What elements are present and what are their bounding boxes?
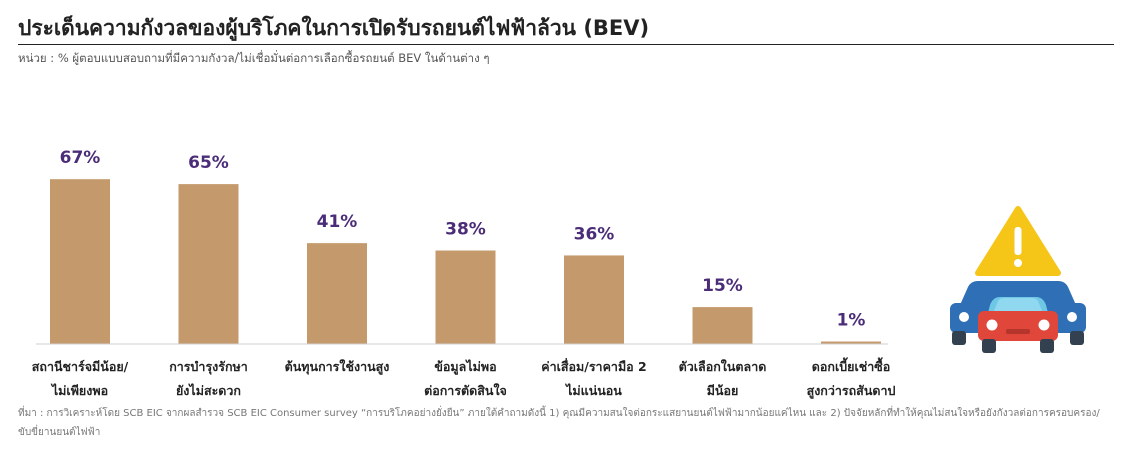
category-label-3: ต้นทุนการใช้งานสูง — [285, 359, 390, 375]
car-front-icon — [978, 297, 1058, 353]
value-label-7: 1% — [837, 311, 866, 331]
chart-subtitle: หน่วย : % ผู้ตอบแบบสอบถามที่มีความกังวล/… — [18, 51, 490, 65]
category-label-7: ดอกเบี้ยเช่าซื้อสูงกว่ารถสันดาป — [807, 357, 896, 399]
bar-7 — [821, 341, 881, 344]
bar-2 — [178, 184, 239, 344]
value-label-6: 15% — [702, 276, 743, 296]
source-note: ที่มา : การวิเคราะห์โดย SCB EIC จากผลสำร… — [18, 408, 1100, 438]
category-label-6: ตัวเลือกในตลาดมีน้อย — [679, 359, 767, 398]
warning-cars-icon — [950, 206, 1086, 353]
category-label-1: สถานีชาร์จมีน้อย/ไม่เพียงพอ — [32, 359, 129, 398]
bar-1 — [50, 179, 110, 344]
category-label-4: ข้อมูลไม่พอต่อการตัดสินใจ — [424, 359, 507, 398]
value-label-3: 41% — [317, 212, 358, 232]
bar-6 — [692, 307, 753, 344]
category-label-5: ค่าเสื่อม/ราคามือ 2 ไม่แน่นอน — [541, 358, 647, 398]
value-label-2: 65% — [188, 153, 229, 173]
bar-chart: 67% 65% 41% 38% 36% 15% 1% สถานีชาร์จมีน้อย/ไม… — [32, 148, 896, 399]
bar-5 — [564, 255, 624, 344]
warning-triangle-icon — [975, 206, 1061, 276]
value-label-4: 38% — [445, 220, 486, 240]
bar-3 — [307, 243, 367, 344]
value-label-5: 36% — [574, 224, 615, 244]
value-label-1: 67% — [60, 148, 101, 168]
category-label-2: การบำรุงรักษายังไม่สะดวก — [169, 359, 248, 398]
bar-4 — [435, 250, 496, 344]
page-title: ประเด็นความกังวลของผู้บริโภคในการเปิดรับ… — [18, 12, 1114, 45]
